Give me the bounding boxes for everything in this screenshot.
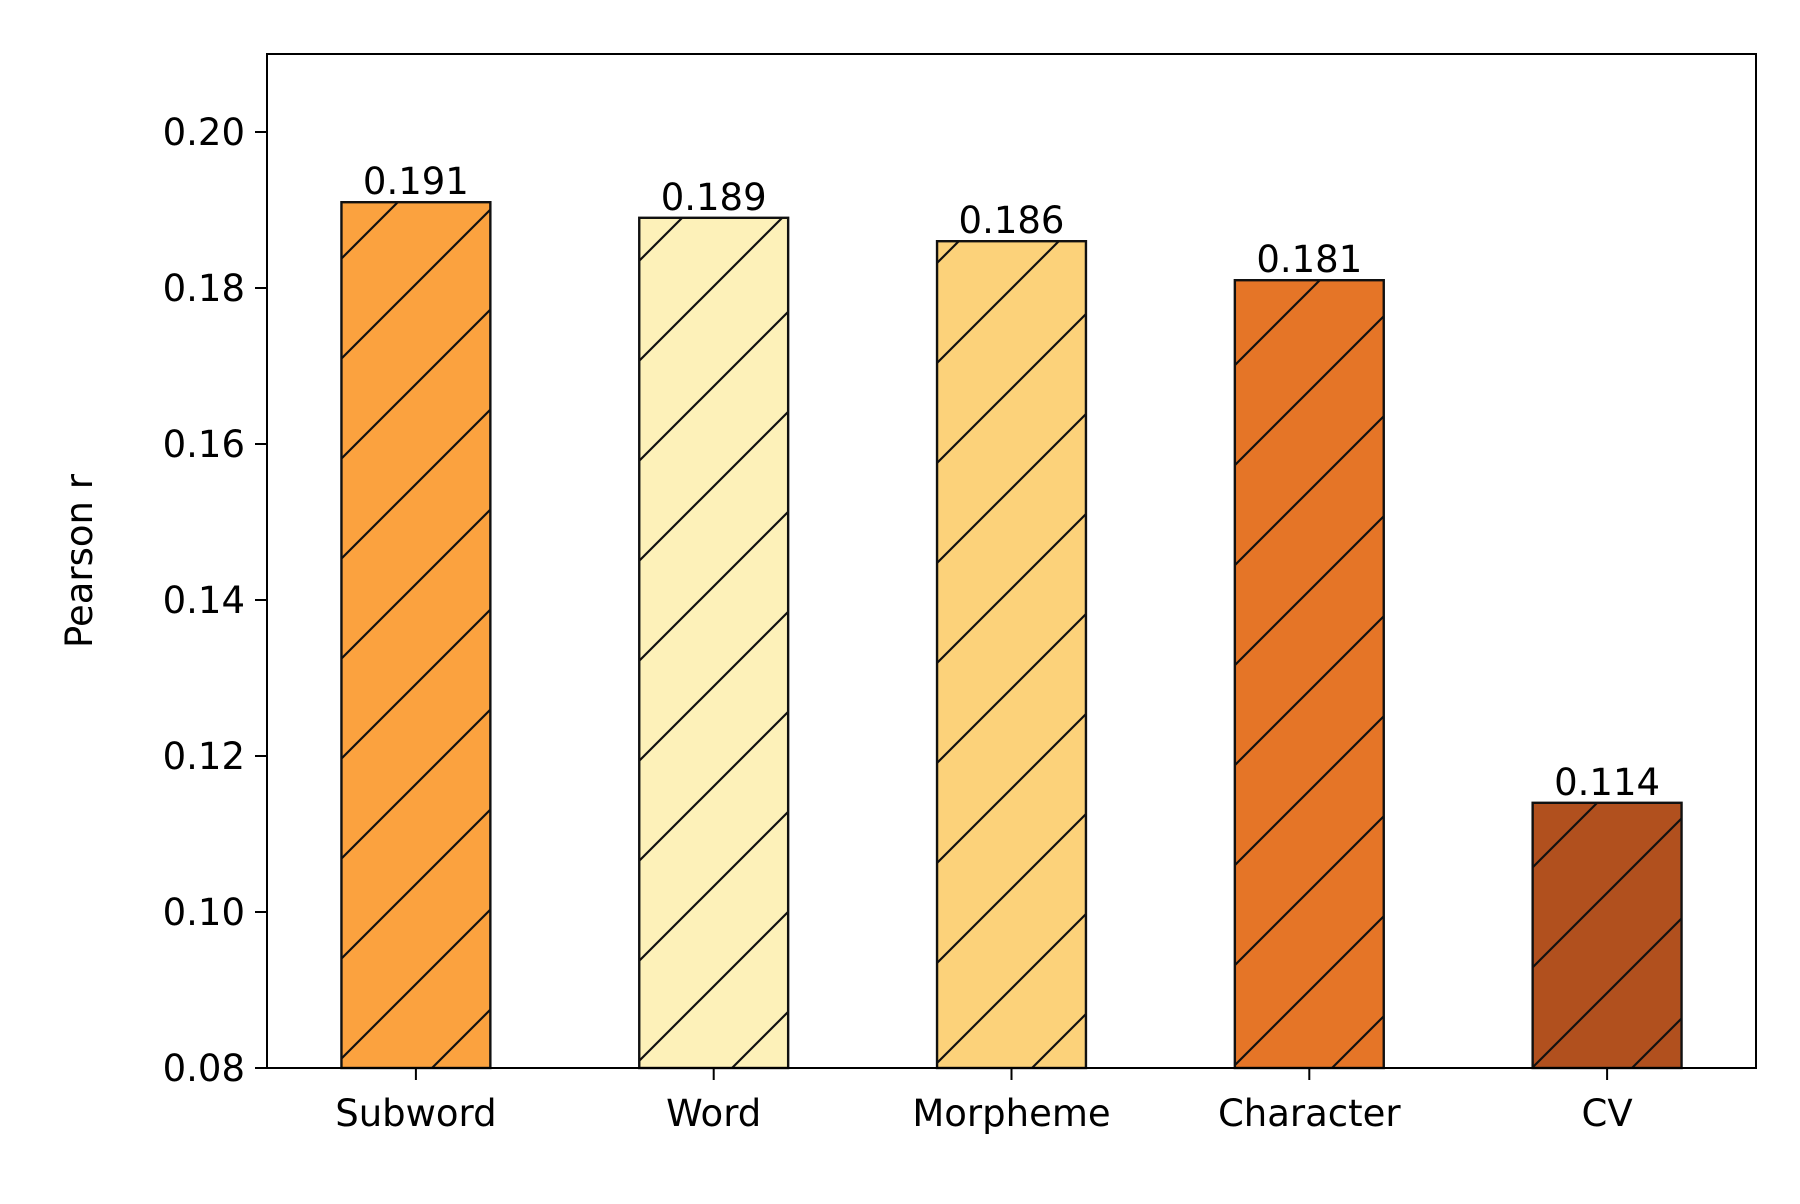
x-tick-label: Character [1218,1092,1401,1135]
data-labels: 0.191 0.189 0.186 0.181 0.114 [363,160,1660,804]
bar-word [638,216,790,1070]
bar-cv [1531,801,1683,1070]
y-tick-label: 0.08 [163,1047,245,1090]
y-axis: 0.08 0.10 0.12 0.14 0.16 0.18 0.20 [163,111,267,1090]
bars-layer [340,200,1683,1070]
x-tick-label: Subword [335,1092,496,1135]
y-axis-title: Pearson r [58,473,101,648]
y-tick-label: 0.12 [163,735,245,778]
y-tick-label: 0.20 [163,111,245,154]
bar-value-label: 0.189 [661,176,767,219]
bar-value-label: 0.114 [1554,761,1660,804]
bar-value-label: 0.191 [363,160,469,203]
x-tick-label: Word [666,1092,761,1135]
bar-morpheme [935,239,1088,1070]
bar-character [1233,279,1385,1070]
x-axis: Subword Word Morpheme Character CV [335,1068,1633,1135]
y-tick-label: 0.10 [163,891,245,934]
y-tick-label: 0.18 [163,267,245,310]
bar-subword [340,200,492,1070]
x-tick-label: CV [1582,1092,1633,1135]
y-tick-label: 0.14 [163,579,245,622]
bar-value-label: 0.181 [1256,238,1362,281]
x-tick-label: Morpheme [912,1092,1110,1135]
bar-value-label: 0.186 [959,199,1065,242]
y-tick-label: 0.16 [163,423,245,466]
